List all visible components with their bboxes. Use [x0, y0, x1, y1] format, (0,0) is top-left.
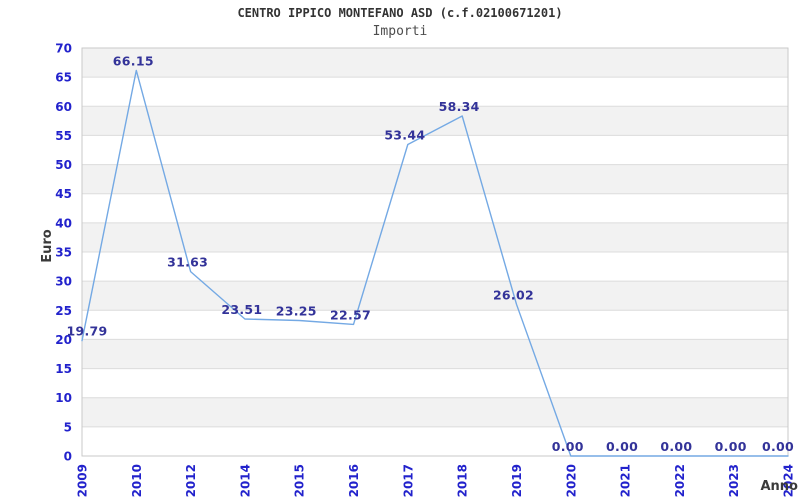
data-point-label: 23.51: [221, 302, 262, 317]
x-tick-label: 2016: [347, 464, 361, 497]
data-point-label: 23.25: [276, 303, 317, 318]
y-tick-label: 50: [55, 158, 72, 172]
x-tick-label: 2009: [76, 464, 90, 497]
plot-border: [81, 47, 789, 457]
plot-band: [82, 339, 788, 369]
x-axis-tick-labels: 2009 2010 2012 2014 2015 2016 2017 2018 2019 2020…: [76, 464, 796, 497]
data-point-label: 31.63: [167, 255, 208, 270]
y-axis-tick-labels: 0 5 10 15 20 25 30 35 40 45 50 55 60 65 70: [55, 42, 72, 464]
x-tick-label: 2015: [293, 464, 307, 497]
data-point-label: 0.00: [762, 439, 794, 454]
plot-band: [82, 106, 788, 136]
data-point-label: 66.15: [113, 53, 154, 68]
y-tick-label: 30: [55, 275, 72, 289]
x-tick-label: 2018: [456, 464, 470, 497]
data-point-label: 58.34: [439, 99, 480, 114]
x-tick-label: 2010: [130, 464, 144, 497]
y-tick-label: 60: [55, 100, 72, 114]
y-tick-label: 15: [55, 362, 72, 376]
chart-subtitle: Importi: [372, 24, 428, 39]
y-tick-label: 20: [55, 333, 72, 347]
plot-bands: [82, 48, 788, 427]
x-tick-label: 2012: [184, 464, 198, 497]
data-point-label: 0.00: [552, 439, 584, 454]
x-tick-label: 2024: [782, 464, 796, 497]
plot-band: [82, 48, 788, 78]
data-point-label: 0.00: [715, 439, 747, 454]
y-tick-label: 45: [55, 187, 72, 201]
data-point-label: 0.00: [660, 439, 692, 454]
data-point-label: 26.02: [493, 287, 534, 302]
data-point-label: 53.44: [384, 128, 425, 143]
chart-title: CENTRO IPPICO MONTEFANO ASD (c.f.0210067…: [237, 6, 563, 20]
x-tick-label: 2014: [238, 464, 252, 497]
plot-band: [82, 281, 788, 311]
data-line: [81, 69, 789, 457]
x-tick-label: 2022: [673, 464, 687, 497]
y-tick-label: 25: [55, 304, 72, 318]
y-tick-label: 40: [55, 216, 72, 230]
data-point-label: 0.00: [606, 439, 638, 454]
data-point-labels: 19.79 66.15 31.63 23.51 23.25 22.57 53.44 58.34…: [66, 53, 794, 454]
x-tick-label: 2017: [401, 464, 415, 497]
x-axis-title: Anno: [760, 479, 798, 494]
y-tick-label: 35: [55, 246, 72, 260]
plot-band: [82, 222, 788, 252]
x-tick-label: 2021: [619, 464, 633, 497]
x-tick-label: 2019: [510, 464, 524, 497]
y-tick-label: 5: [64, 420, 72, 434]
y-tick-label: 70: [55, 42, 72, 56]
data-point-label: 19.79: [66, 324, 107, 339]
x-tick-label: 2023: [727, 464, 741, 497]
y-axis-title: Euro: [40, 229, 55, 263]
plot-band: [82, 164, 788, 194]
plot-band: [82, 397, 788, 427]
data-point-label: 22.57: [330, 307, 371, 322]
x-tick-label: 2020: [564, 464, 578, 497]
y-tick-label: 65: [55, 71, 72, 85]
y-tick-label: 55: [55, 129, 72, 143]
data-series: [81, 69, 789, 457]
y-tick-label: 0: [64, 450, 72, 464]
y-tick-label: 10: [55, 391, 72, 405]
